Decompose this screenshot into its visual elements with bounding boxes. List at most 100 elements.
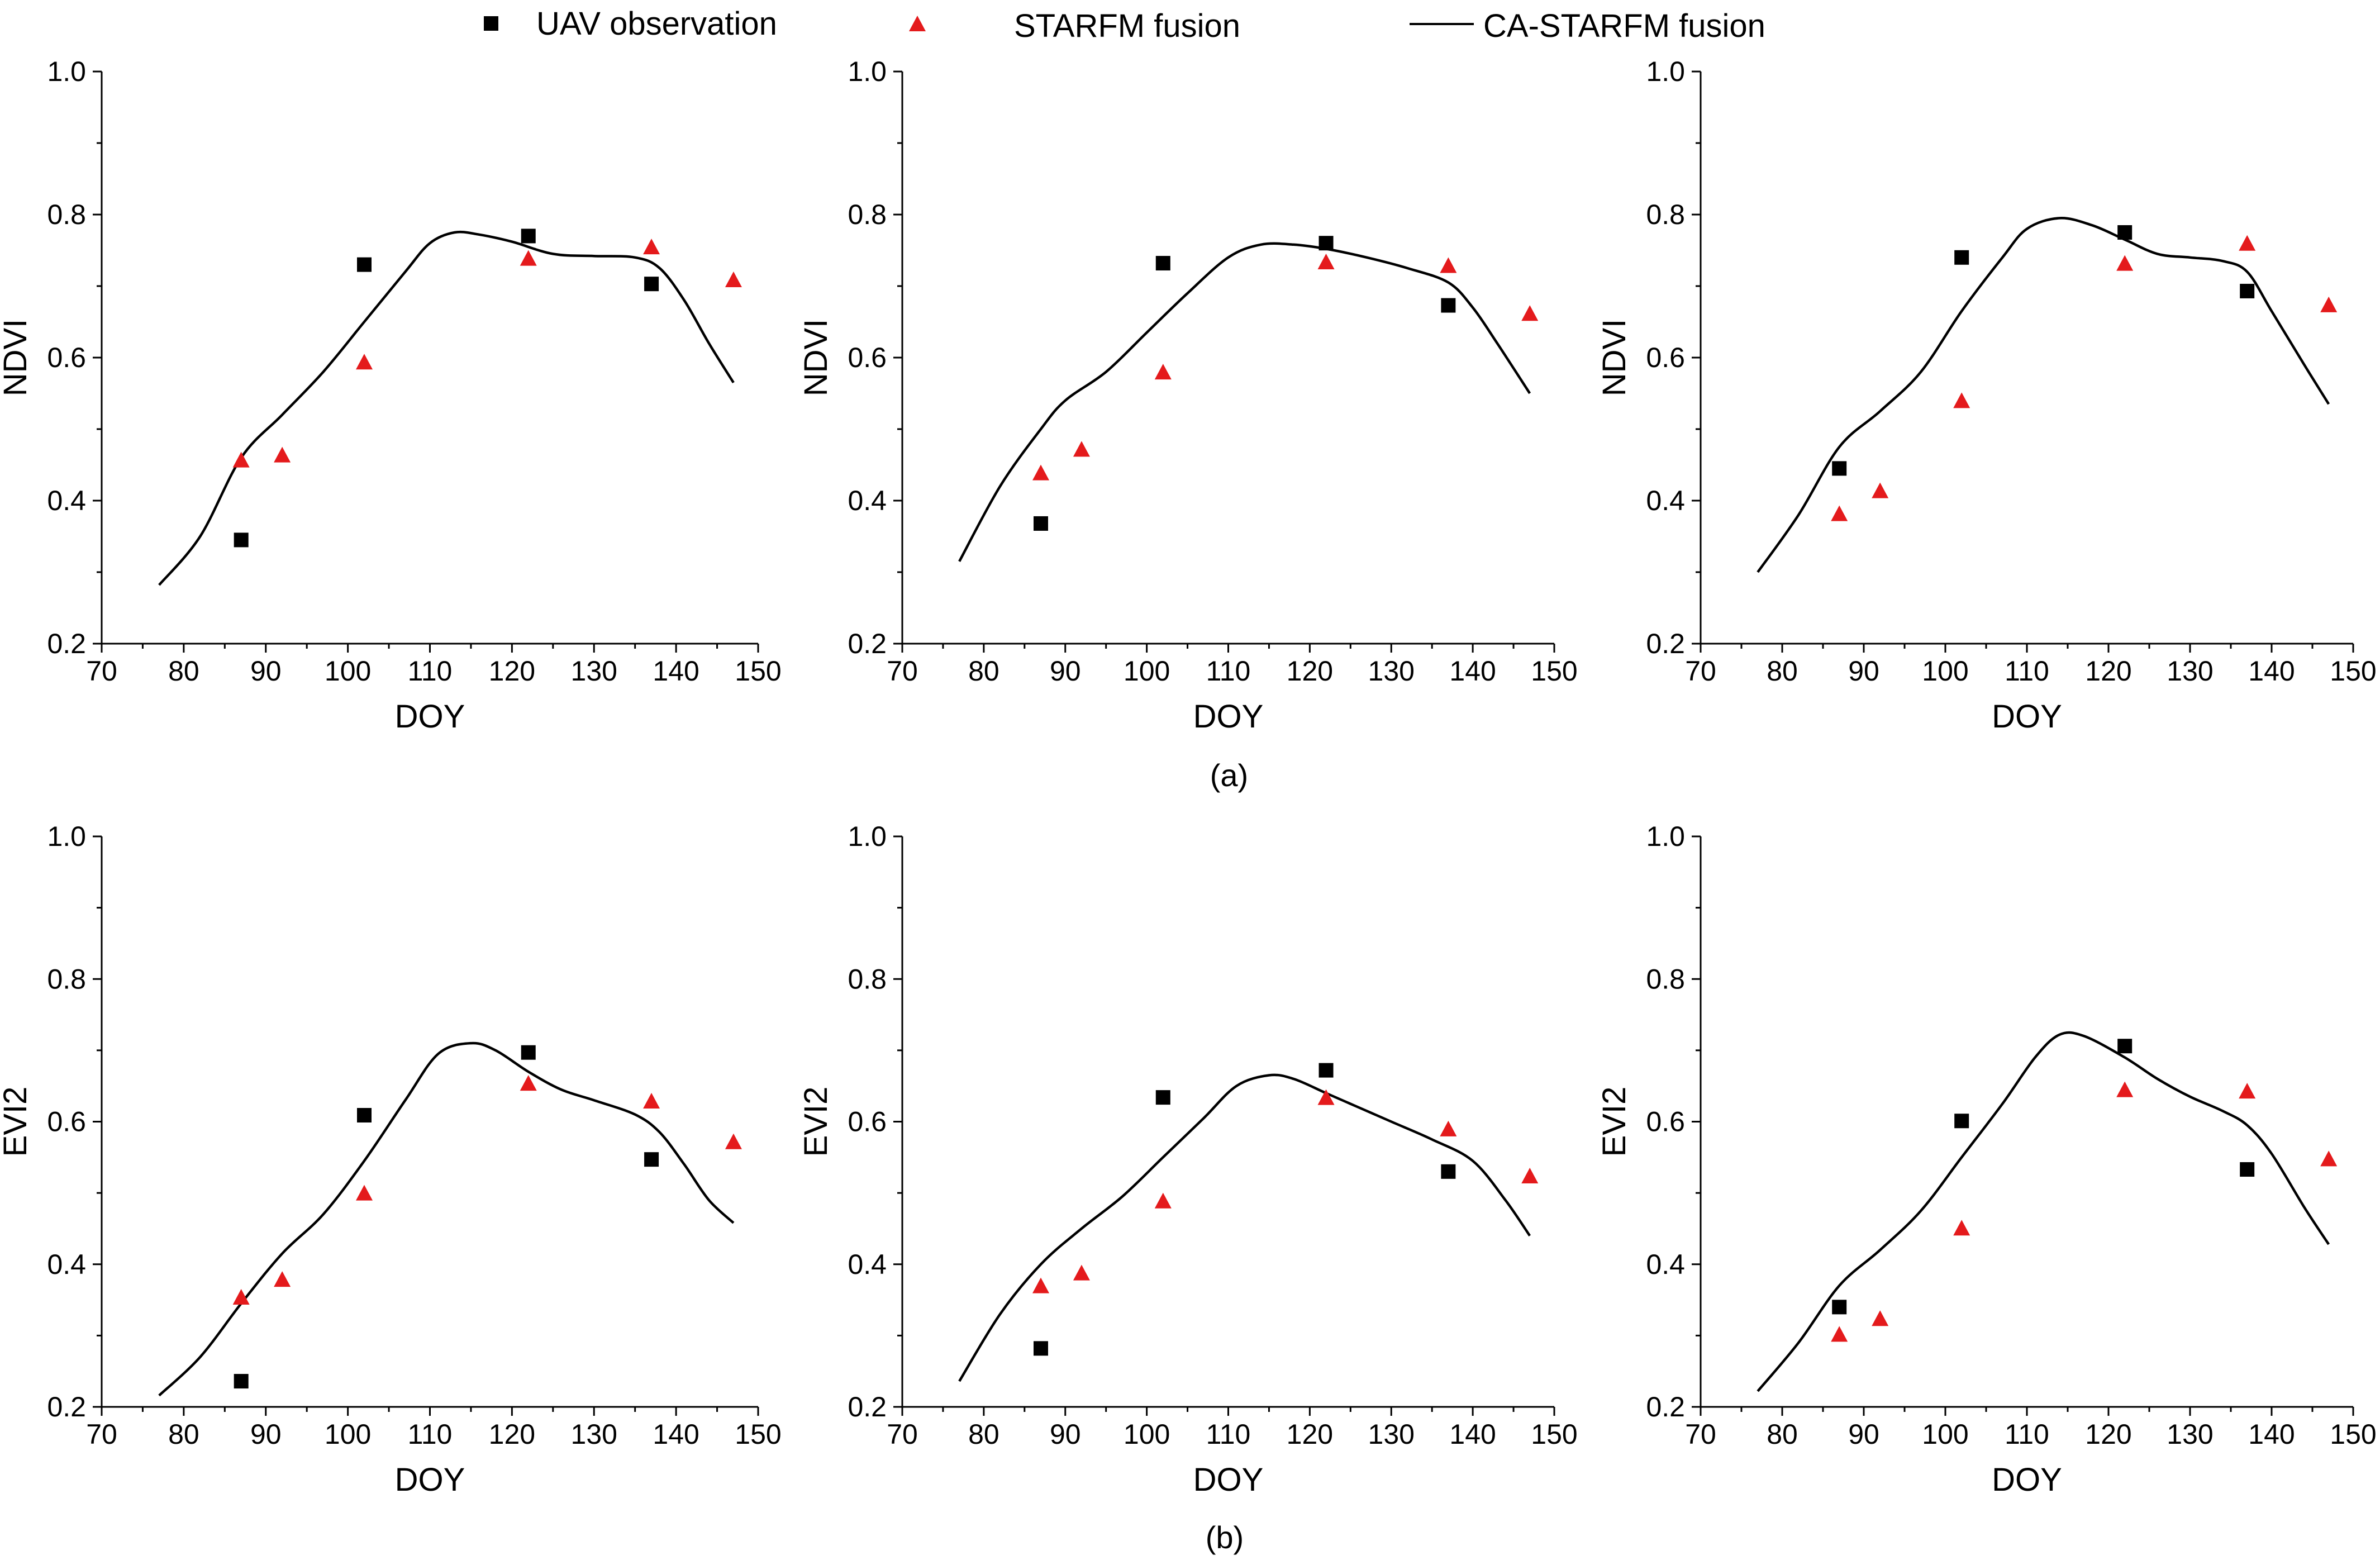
starfm-point — [1953, 1220, 1970, 1236]
legend-starfm-marker — [909, 16, 926, 31]
x-tick-label: 130 — [1368, 1419, 1415, 1450]
starfm-point — [1317, 254, 1335, 270]
x-tick-label: 110 — [1206, 1419, 1251, 1450]
starfm-point — [232, 451, 250, 468]
x-tick-label: 120 — [1287, 1419, 1333, 1450]
x-tick-label: 110 — [1206, 655, 1251, 687]
x-tick-label: 70 — [86, 1419, 117, 1450]
x-tick-label: 90 — [1050, 655, 1081, 687]
y-tick-label: 0.4 — [848, 1249, 887, 1280]
uav-point — [2240, 283, 2255, 298]
starfm-point — [1953, 392, 1970, 408]
starfm-point — [1831, 505, 1848, 521]
ca-starfm-series-line — [158, 1041, 735, 1397]
y-tick-label: 1.0 — [47, 56, 86, 87]
x-tick-label: 150 — [1531, 1419, 1577, 1450]
uav-point — [1318, 1063, 1334, 1078]
y-axis-title: NDVI — [1596, 319, 1632, 397]
ca-starfm-series-line — [1757, 217, 2330, 573]
starfm-point — [2239, 235, 2256, 251]
x-tick-label: 80 — [968, 1419, 999, 1450]
starfm-point — [1872, 1310, 1889, 1326]
x-tick-label: 80 — [1767, 655, 1798, 687]
uav-point — [1441, 298, 1456, 313]
y-tick-label: 0.2 — [1646, 1391, 1685, 1423]
x-axis-title: DOY — [1992, 1462, 2062, 1498]
starfm-point — [643, 239, 660, 255]
starfm-point — [1317, 1089, 1335, 1105]
x-tick-label: 100 — [325, 1419, 371, 1450]
x-tick-label: 110 — [408, 1419, 453, 1450]
starfm-point — [274, 1271, 291, 1287]
x-tick-label: 150 — [735, 1419, 781, 1450]
x-tick-label: 140 — [2248, 655, 2295, 687]
panel-4: 70 80 90 100 110 120 130 140 150 0.2 0.4 0.6 0.8 1.0 D… — [0, 821, 782, 1498]
x-tick-label: 90 — [1848, 1419, 1879, 1450]
uav-point — [234, 1374, 249, 1389]
uav-point — [357, 257, 372, 272]
x-tick-label: 70 — [887, 1419, 918, 1450]
y-tick-label: 0.6 — [848, 342, 887, 373]
x-tick-label: 80 — [168, 1419, 199, 1450]
starfm-point — [2116, 255, 2134, 271]
starfm-point — [643, 1093, 660, 1109]
y-tick-label: 1.0 — [848, 821, 887, 852]
ca-starfm-series-line — [1757, 1031, 2330, 1392]
legend-starfm-label: STARFM fusion — [1014, 8, 1240, 44]
starfm-point — [274, 446, 291, 463]
starfm-point — [2116, 1081, 2134, 1097]
y-tick-label: 0.6 — [1646, 342, 1685, 373]
y-tick-label: 0.4 — [47, 1249, 86, 1280]
y-tick-label: 0.6 — [1646, 1106, 1685, 1138]
uav-point — [1155, 1090, 1170, 1105]
x-tick-label: 120 — [2085, 655, 2131, 687]
starfm-point — [2320, 296, 2338, 312]
y-tick-label: 0.2 — [848, 628, 887, 659]
uav-point — [357, 1108, 372, 1123]
y-tick-label: 0.2 — [47, 1391, 86, 1423]
starfm-point — [1032, 464, 1049, 481]
ca-starfm-series-line — [158, 230, 735, 586]
uav-point — [234, 532, 249, 548]
uav-point — [521, 1045, 536, 1060]
x-tick-label: 100 — [1124, 1419, 1170, 1450]
y-tick-label: 0.8 — [1646, 199, 1685, 230]
x-tick-label: 120 — [489, 655, 535, 687]
uav-point — [1155, 256, 1170, 271]
y-axis-title: EVI2 — [1596, 1087, 1632, 1157]
y-axis-title: EVI2 — [798, 1087, 834, 1157]
starfm-point — [232, 1289, 250, 1305]
x-tick-label: 130 — [2167, 1419, 2213, 1450]
caption-a: (a) — [1210, 758, 1248, 793]
x-tick-label: 150 — [2330, 655, 2376, 687]
y-tick-label: 0.6 — [47, 1106, 86, 1138]
x-tick-label: 80 — [968, 655, 999, 687]
caption-b: (b) — [1206, 1520, 1244, 1555]
x-tick-label: 140 — [653, 655, 699, 687]
starfm-point — [1154, 364, 1172, 380]
x-tick-label: 150 — [735, 655, 781, 687]
starfm-point — [1440, 1120, 1457, 1136]
x-tick-label: 70 — [1685, 655, 1716, 687]
x-tick-label: 140 — [653, 1419, 699, 1450]
x-tick-label: 110 — [408, 655, 453, 687]
x-tick-label: 140 — [1449, 655, 1496, 687]
starfm-point — [2239, 1083, 2256, 1099]
y-tick-label: 0.6 — [47, 342, 86, 373]
starfm-point — [1154, 1192, 1172, 1209]
starfm-point — [725, 1133, 742, 1149]
starfm-point — [356, 1185, 373, 1201]
panel-1: 70 80 90 100 110 120 130 140 150 0.2 0.4 0.6 0.8 1.0 D… — [0, 56, 782, 735]
x-tick-label: 140 — [2248, 1419, 2295, 1450]
y-tick-label: 0.4 — [1646, 485, 1685, 516]
starfm-point — [1831, 1326, 1848, 1342]
y-tick-label: 0.6 — [848, 1106, 887, 1138]
legend-ca-label: CA-STARFM fusion — [1483, 8, 1765, 44]
y-axis-title: NDVI — [798, 319, 834, 397]
x-tick-label: 110 — [2005, 655, 2049, 687]
x-tick-label: 90 — [1050, 1419, 1081, 1450]
x-axis-title: DOY — [395, 698, 465, 735]
y-tick-label: 0.8 — [848, 963, 887, 995]
starfm-point — [520, 250, 537, 266]
